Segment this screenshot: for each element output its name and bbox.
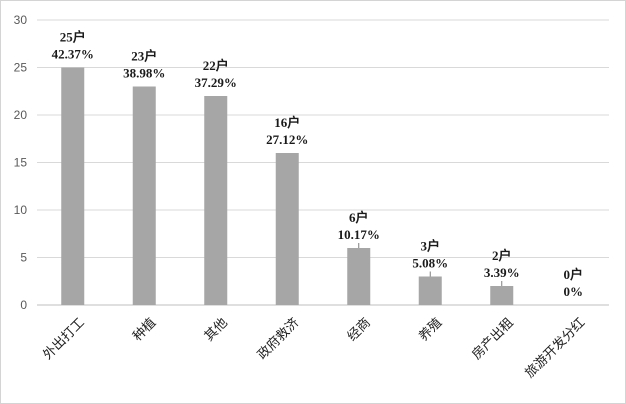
x-tick-label: 种植 [130,315,159,344]
y-axis-ticks: 0 5 10 15 20 25 30 [14,13,28,312]
data-label-count: 25户 [60,30,86,45]
bars [61,67,514,305]
bar [418,276,442,305]
data-label-count: 16户 [274,115,300,130]
x-tick-label: 其他 [202,315,231,344]
y-tick-label: 30 [14,13,28,27]
y-tick-label: 25 [14,61,28,75]
data-label-count: 6户 [349,210,369,225]
data-labels: 25户 42.37% 23户 38.98% 22户 37.29% 16户 27.12% 6户 10… [52,30,583,300]
x-axis-ticks: 外出打工 种植 其他 政府救济 经商 养殖 房产出租 旅游开发分红 [40,315,588,381]
x-tick-label: 养殖 [416,315,446,345]
x-tick-label: 政府救济 [254,315,302,363]
gridlines [37,19,609,306]
data-label-count: 2户 [492,248,512,263]
data-label-count: 22户 [203,58,229,73]
data-label-percent: 42.37% [52,47,94,62]
bar [132,86,156,305]
bar [275,153,299,305]
data-label-percent: 37.29% [195,75,237,90]
y-tick-label: 0 [20,298,27,312]
data-label-percent: 27.12% [266,132,308,147]
data-label-percent: 5.08% [412,256,448,271]
y-tick-label: 15 [14,156,28,170]
x-tick-label: 经商 [345,315,374,344]
data-label-percent: 3.39% [484,265,520,280]
x-tick-label: 外出打工 [40,315,87,362]
y-tick-label: 10 [14,203,28,217]
data-label-count: 23户 [131,49,157,64]
bar [61,67,85,305]
bar [204,96,228,305]
data-label-count: 3户 [420,239,440,254]
y-tick-label: 5 [20,251,27,265]
y-tick-label: 20 [14,108,28,122]
bar [490,286,514,305]
data-label-percent: 0% [564,284,584,299]
data-label-percent: 38.98% [123,66,165,81]
data-label-count: 0户 [563,267,583,282]
x-tick-label: 房产出租 [469,315,517,363]
bar [347,248,371,305]
x-tick-label: 旅游开发分红 [522,315,588,381]
data-label-percent: 10.17% [338,227,380,242]
